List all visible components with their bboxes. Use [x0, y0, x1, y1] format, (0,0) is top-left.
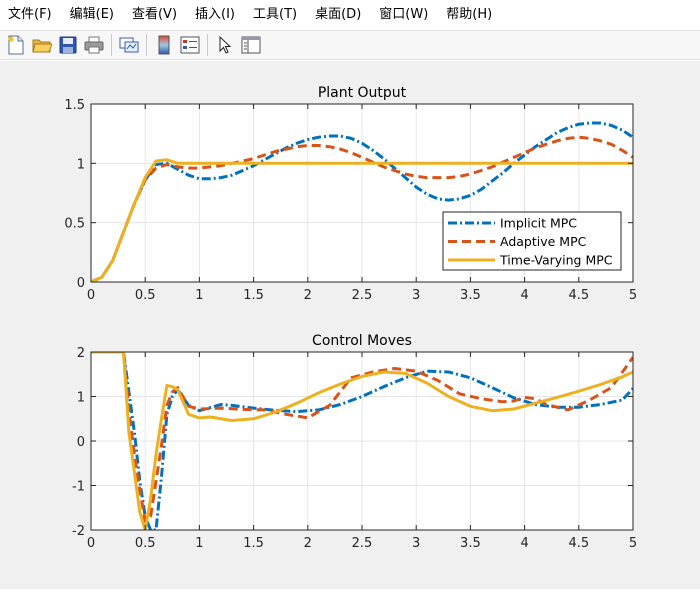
x-tick-label: 4.5	[568, 288, 589, 303]
x-tick-label: 4	[520, 288, 528, 303]
menu-insert[interactable]: 插入(I)	[195, 7, 236, 22]
y-tick-label: -2	[72, 524, 85, 539]
menu-edit[interactable]: 编辑(E)	[69, 7, 114, 22]
x-tick-label: 0.5	[135, 288, 156, 303]
x-tick-label: 2.5	[352, 536, 373, 551]
legend-icon[interactable]	[179, 34, 201, 56]
x-tick-label: 0.5	[135, 536, 156, 551]
edit-plot-arrow-icon[interactable]	[214, 34, 236, 56]
legend-label: Adaptive MPC	[500, 234, 587, 249]
y-tick-label: 1	[77, 157, 85, 172]
x-tick-label: 3.5	[460, 288, 481, 303]
y-tick-label: -1	[72, 480, 85, 495]
open-file-icon[interactable]	[31, 34, 53, 56]
axes-2: 0 0.5 1 1.5 2 2.5 3 3.5 4 4.5 5 -2 -1 0 1 2 Control Move…	[72, 333, 637, 551]
y-tick-label: 0.5	[64, 217, 85, 232]
y-tick-label: 0	[77, 435, 85, 450]
colorbar-icon[interactable]	[153, 34, 175, 56]
figure-svg: 0 0.5 1 1.5 2 2.5 3 3.5 4 4.5 5 0 0.5 1 1.5 Plant Outpu…	[64, 85, 637, 551]
legend-label: Time-Varying MPC	[499, 253, 613, 268]
legend-label: Implicit MPC	[500, 216, 577, 231]
y-tick-label: 2	[77, 346, 85, 361]
y-tick-label: 1.5	[64, 98, 85, 113]
axes-1: 0 0.5 1 1.5 2 2.5 3 3.5 4 4.5 5 0 0.5 1 1.5 Plant Outpu…	[64, 85, 637, 303]
x-tick-label: 4	[520, 536, 528, 551]
menu-file[interactable]: 文件(F)	[8, 7, 52, 22]
print-icon[interactable]	[83, 34, 105, 56]
x-tick-label: 3	[412, 288, 420, 303]
x-tick-label: 1.5	[243, 288, 264, 303]
y-tick-label: 0	[77, 276, 85, 291]
x-tick-label: 1	[195, 536, 203, 551]
x-tick-label: 0	[87, 288, 95, 303]
property-inspector-icon[interactable]	[240, 34, 262, 56]
figure-toolbar	[0, 30, 700, 60]
menu-bar: 文件(F) 编辑(E) 查看(V) 插入(I) 工具(T) 桌面(D) 窗口(W…	[0, 0, 700, 30]
toolbar-separator	[146, 34, 147, 56]
x-tick-label: 2	[304, 288, 312, 303]
series-line-adaptive	[91, 135, 633, 282]
menu-help[interactable]: 帮助(H)	[446, 7, 493, 22]
x-tick-label: 3.5	[460, 536, 481, 551]
series-line-implicit	[91, 121, 633, 282]
new-figure-icon[interactable]	[5, 34, 27, 56]
series-line-timevarying	[91, 158, 633, 282]
series-line-adaptive	[91, 352, 633, 523]
x-tick-label: 0	[87, 536, 95, 551]
link-plot-icon[interactable]	[118, 34, 140, 56]
x-tick-label: 2.5	[352, 288, 373, 303]
figure-canvas: 0 0.5 1 1.5 2 2.5 3 3.5 4 4.5 5 0 0.5 1 1.5 Plant Outpu…	[0, 61, 700, 589]
save-icon[interactable]	[57, 34, 79, 56]
x-tick-label: 1	[195, 288, 203, 303]
x-tick-label: 4.5	[568, 536, 589, 551]
menu-desktop[interactable]: 桌面(D)	[315, 7, 362, 22]
toolbar-separator	[207, 34, 208, 56]
menu-view[interactable]: 查看(V)	[131, 7, 178, 22]
chart-title: Control Moves	[312, 333, 412, 349]
y-tick-label: 1	[77, 391, 85, 406]
legend: Implicit MPC Adaptive MPC Time-Varying MPC	[442, 211, 622, 271]
x-tick-label: 2	[304, 536, 312, 551]
x-tick-label: 5	[629, 288, 637, 303]
menu-window[interactable]: 窗口(W)	[379, 7, 429, 22]
toolbar-separator	[111, 34, 112, 56]
x-tick-label: 5	[629, 536, 637, 551]
menu-tools[interactable]: 工具(T)	[253, 7, 298, 22]
x-tick-label: 3	[412, 536, 420, 551]
x-tick-label: 1.5	[243, 536, 264, 551]
series-line-timevarying	[91, 352, 633, 530]
chart-title: Plant Output	[318, 85, 407, 101]
